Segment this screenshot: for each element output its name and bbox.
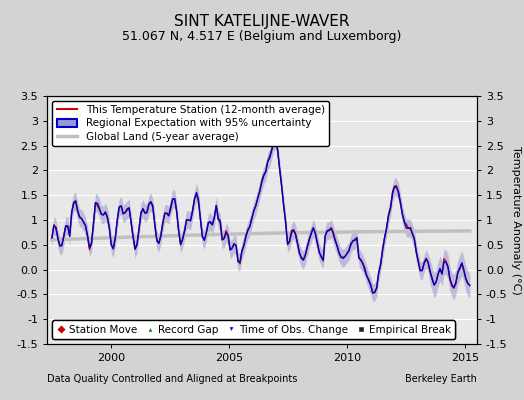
Text: SINT KATELIJNE-WAVER: SINT KATELIJNE-WAVER: [174, 14, 350, 29]
Text: Data Quality Controlled and Aligned at Breakpoints: Data Quality Controlled and Aligned at B…: [47, 374, 298, 384]
Text: 51.067 N, 4.517 E (Belgium and Luxemborg): 51.067 N, 4.517 E (Belgium and Luxemborg…: [122, 30, 402, 43]
Y-axis label: Temperature Anomaly (°C): Temperature Anomaly (°C): [511, 146, 521, 294]
Legend: Station Move, Record Gap, Time of Obs. Change, Empirical Break: Station Move, Record Gap, Time of Obs. C…: [52, 320, 455, 339]
Text: Berkeley Earth: Berkeley Earth: [405, 374, 477, 384]
